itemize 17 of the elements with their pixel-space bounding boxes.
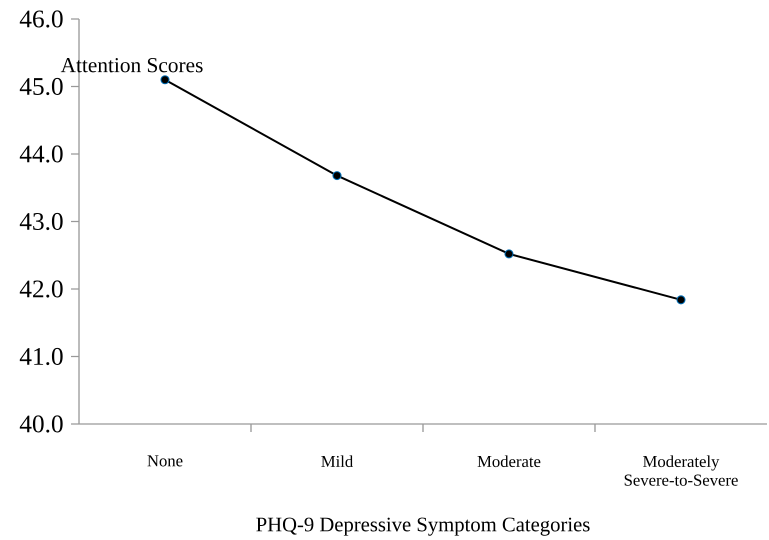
y-tick-label: 45.0 — [20, 78, 63, 96]
x-tick-label: None — [147, 455, 182, 466]
y-tick-label: 44.0 — [20, 145, 63, 163]
y-tick-label: 42.0 — [20, 280, 63, 298]
y-tick-label: 43.0 — [20, 212, 63, 230]
point — [160, 75, 170, 84]
x-tick-label: Moderately Severe-to-Severe — [624, 455, 738, 486]
y-tick-label: 40.0 — [20, 415, 63, 433]
x-tick-label: Mild — [321, 455, 354, 468]
y-tick-label: 46.0 — [20, 10, 63, 28]
point — [676, 295, 686, 304]
x-tick-label: Moderate — [478, 455, 540, 468]
y-axis-title: Attention Scores — [60, 58, 203, 72]
y-tick-label: 41.0 — [20, 348, 63, 366]
x-axis-title: PHQ-9 Depressive Symptom Categories — [256, 518, 590, 536]
point — [504, 249, 514, 258]
point — [332, 171, 342, 180]
